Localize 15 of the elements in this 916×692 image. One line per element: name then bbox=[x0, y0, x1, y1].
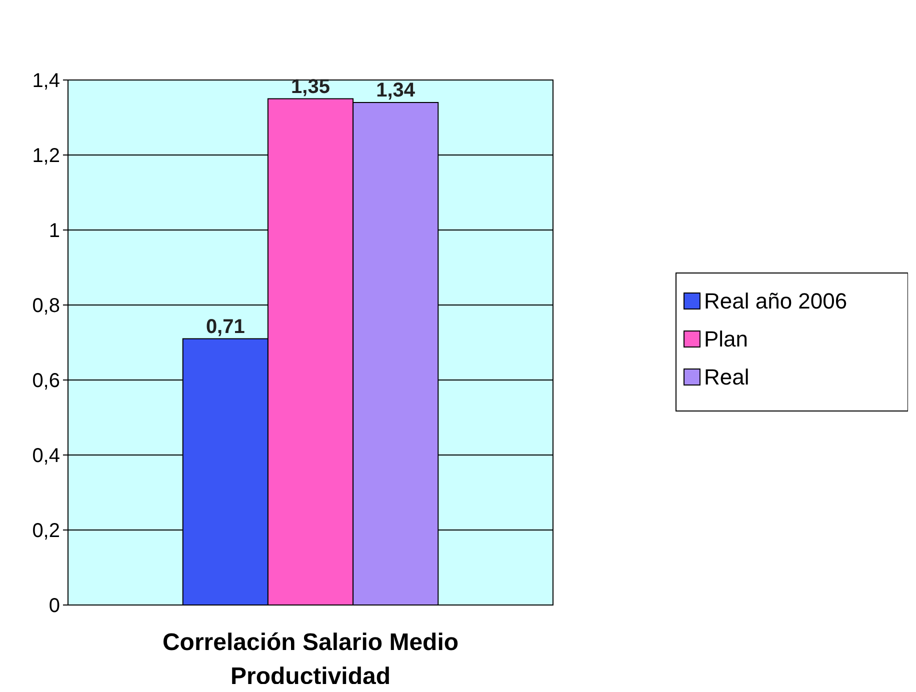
legend-label: Plan bbox=[704, 326, 748, 352]
y-tick-label: 0,4 bbox=[32, 445, 60, 467]
y-tick-label: 0 bbox=[48, 595, 60, 617]
y-tick-label: 0,2 bbox=[32, 520, 60, 542]
y-tick-label: 1 bbox=[48, 220, 60, 242]
data-label: 1,34 bbox=[376, 80, 416, 102]
y-tick-label: 1,4 bbox=[32, 70, 60, 92]
data-label: 1,35 bbox=[291, 76, 330, 98]
legend-label: Real año 2006 bbox=[704, 288, 848, 314]
data-label: 0,71 bbox=[206, 316, 245, 338]
legend-label: Real bbox=[704, 364, 750, 390]
y-tick-label: 1,2 bbox=[32, 145, 60, 167]
y-tick-label: 0,8 bbox=[32, 295, 60, 317]
x-tick-label: Correlación Salario Medio Productividad bbox=[162, 629, 459, 690]
y-tick-label: 0,6 bbox=[32, 370, 60, 392]
